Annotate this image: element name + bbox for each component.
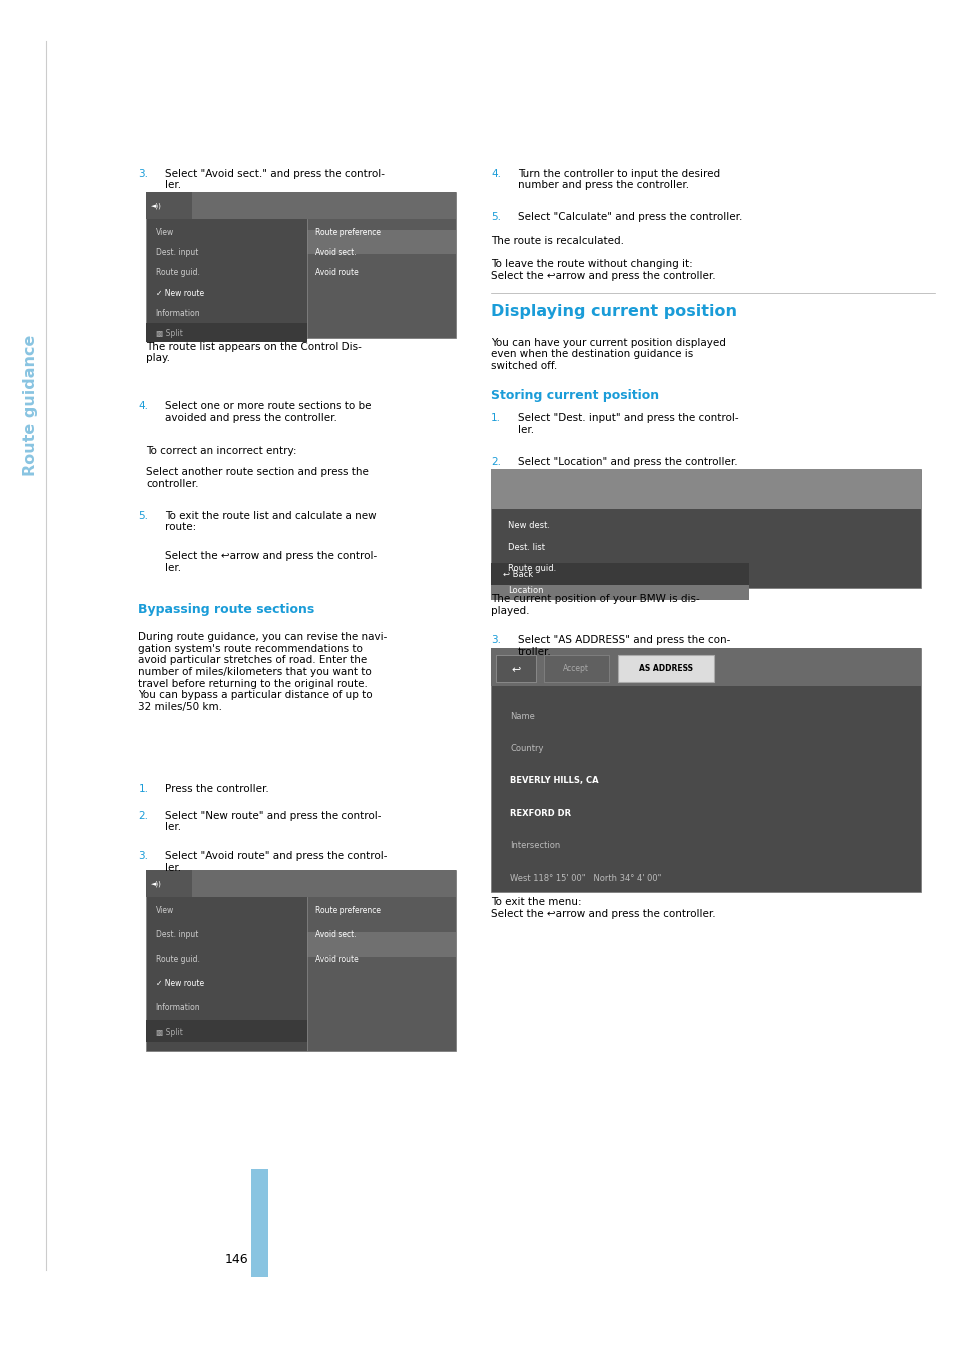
Text: Select "Dest. input" and press the control-
ler.: Select "Dest. input" and press the contr… bbox=[517, 413, 738, 435]
Text: Location: Location bbox=[508, 586, 543, 594]
Text: Select one or more route sections to be
avoided and press the controller.: Select one or more route sections to be … bbox=[165, 401, 371, 423]
Text: 5.: 5. bbox=[491, 212, 500, 222]
Text: 1.: 1. bbox=[138, 784, 148, 793]
Text: Select "Calculate" and press the controller.: Select "Calculate" and press the control… bbox=[517, 212, 741, 222]
Bar bbox=[491, 469, 920, 509]
Bar bbox=[146, 1020, 307, 1042]
Text: Avoid route: Avoid route bbox=[314, 955, 358, 963]
Bar bbox=[543, 655, 608, 682]
Text: 146: 146 bbox=[224, 1252, 248, 1266]
Text: Route preference: Route preference bbox=[314, 907, 380, 915]
Text: You can have your current position displayed
even when the destination guidance : You can have your current position displ… bbox=[491, 338, 725, 372]
Text: Route guidance: Route guidance bbox=[23, 335, 38, 476]
Text: Dest. list: Dest. list bbox=[508, 543, 545, 551]
Text: 4.: 4. bbox=[138, 401, 148, 411]
Text: 3.: 3. bbox=[138, 169, 148, 178]
Bar bbox=[491, 648, 920, 892]
Text: 1.: 1. bbox=[491, 413, 500, 423]
Text: 2.: 2. bbox=[491, 457, 500, 466]
Text: ↩ Back: ↩ Back bbox=[502, 570, 533, 578]
Text: Storing current position: Storing current position bbox=[491, 389, 659, 403]
Text: Turn the controller to input the desired
number and press the controller.: Turn the controller to input the desired… bbox=[517, 169, 720, 190]
Bar bbox=[496, 655, 536, 682]
Bar bbox=[251, 1169, 268, 1277]
Text: Route guid.: Route guid. bbox=[155, 955, 199, 963]
Text: Country: Country bbox=[510, 744, 543, 753]
Text: During route guidance, you can revise the navi-
gation system's route recommenda: During route guidance, you can revise th… bbox=[138, 632, 387, 712]
Text: Route guid.: Route guid. bbox=[508, 565, 557, 573]
Text: Avoid sect.: Avoid sect. bbox=[314, 931, 356, 939]
Text: Select "AS ADDRESS" and press the con-
troller.: Select "AS ADDRESS" and press the con- t… bbox=[517, 635, 730, 657]
Text: REXFORD DR: REXFORD DR bbox=[510, 809, 571, 817]
Bar bbox=[146, 870, 456, 897]
Text: To correct an incorrect entry:: To correct an incorrect entry: bbox=[146, 446, 296, 455]
Text: Intersection: Intersection bbox=[510, 842, 560, 850]
Bar bbox=[491, 563, 748, 585]
Text: Information: Information bbox=[155, 309, 200, 317]
Text: ✓ New route: ✓ New route bbox=[155, 979, 203, 988]
Text: Route guid.: Route guid. bbox=[155, 269, 199, 277]
Text: Avoid route: Avoid route bbox=[314, 269, 358, 277]
Text: ▩ Split: ▩ Split bbox=[155, 1028, 182, 1036]
Text: Information: Information bbox=[155, 1004, 200, 1012]
Text: To leave the route without changing it:
Select the ↩arrow and press the controll: To leave the route without changing it: … bbox=[491, 259, 715, 281]
Text: Accept: Accept bbox=[562, 665, 589, 673]
Text: Press the controller.: Press the controller. bbox=[165, 784, 269, 793]
Text: Route preference: Route preference bbox=[314, 228, 380, 236]
Text: Name: Name bbox=[510, 712, 535, 720]
Text: View: View bbox=[155, 228, 173, 236]
Bar bbox=[618, 655, 713, 682]
Bar bbox=[307, 932, 456, 957]
Text: To exit the menu:
Select the ↩arrow and press the controller.: To exit the menu: Select the ↩arrow and … bbox=[491, 897, 715, 919]
Text: ◄)): ◄)) bbox=[151, 881, 161, 886]
Bar bbox=[307, 897, 456, 1051]
Text: ✓ New route: ✓ New route bbox=[155, 289, 203, 297]
Text: ◄)): ◄)) bbox=[151, 203, 161, 208]
Bar bbox=[307, 230, 456, 254]
Text: AS ADDRESS: AS ADDRESS bbox=[639, 665, 692, 673]
Text: 3.: 3. bbox=[138, 851, 148, 861]
Text: 5.: 5. bbox=[138, 511, 148, 520]
Text: To exit the route list and calculate a new
route:: To exit the route list and calculate a n… bbox=[165, 511, 376, 532]
Text: Select "Avoid sect." and press the control-
ler.: Select "Avoid sect." and press the contr… bbox=[165, 169, 385, 190]
Bar bbox=[146, 192, 192, 219]
Bar bbox=[491, 648, 920, 686]
Text: The current position of your BMW is dis-
played.: The current position of your BMW is dis-… bbox=[491, 594, 700, 616]
Text: Dest. input: Dest. input bbox=[155, 931, 197, 939]
Text: Select "New route" and press the control-
ler.: Select "New route" and press the control… bbox=[165, 811, 381, 832]
Text: Displaying current position: Displaying current position bbox=[491, 304, 737, 319]
Text: ↩: ↩ bbox=[511, 663, 520, 674]
Bar bbox=[491, 578, 748, 600]
Text: View: View bbox=[155, 907, 173, 915]
Text: The route list appears on the Control Dis-
play.: The route list appears on the Control Di… bbox=[146, 342, 361, 363]
Bar bbox=[146, 870, 192, 897]
Bar bbox=[146, 323, 307, 342]
Text: Select another route section and press the
controller.: Select another route section and press t… bbox=[146, 467, 369, 489]
Text: Avoid sect.: Avoid sect. bbox=[314, 249, 356, 257]
Text: New dest.: New dest. bbox=[508, 521, 550, 530]
Text: The route is recalculated.: The route is recalculated. bbox=[491, 236, 623, 246]
Text: Select "Avoid route" and press the control-
ler.: Select "Avoid route" and press the contr… bbox=[165, 851, 387, 873]
Bar bbox=[307, 219, 456, 338]
Bar bbox=[146, 870, 456, 1051]
Text: 3.: 3. bbox=[491, 635, 500, 644]
Text: Select "Location" and press the controller.: Select "Location" and press the controll… bbox=[517, 457, 737, 466]
Text: Select the ↩arrow and press the control-
ler.: Select the ↩arrow and press the control-… bbox=[165, 551, 376, 573]
Text: ▩ Split: ▩ Split bbox=[155, 330, 182, 338]
Text: 4.: 4. bbox=[491, 169, 500, 178]
Text: Bypassing route sections: Bypassing route sections bbox=[138, 603, 314, 616]
Text: West 118° 15' 00"   North 34° 4' 00": West 118° 15' 00" North 34° 4' 00" bbox=[510, 874, 661, 882]
Text: BEVERLY HILLS, CA: BEVERLY HILLS, CA bbox=[510, 777, 598, 785]
Bar bbox=[491, 469, 920, 588]
Text: 2.: 2. bbox=[138, 811, 148, 820]
Bar bbox=[146, 192, 456, 338]
Bar bbox=[146, 192, 456, 219]
Text: Dest. input: Dest. input bbox=[155, 249, 197, 257]
